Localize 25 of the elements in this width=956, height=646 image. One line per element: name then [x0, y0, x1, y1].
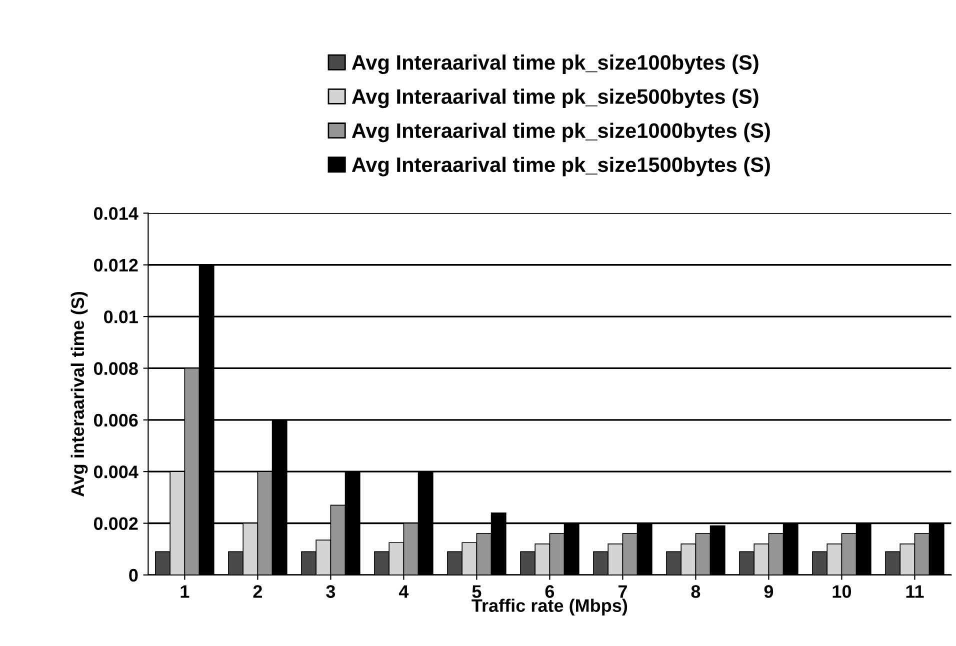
legend-label: Avg Interaarival time pk_size1000bytes (S)	[352, 122, 770, 142]
x-tick-label: 10	[832, 585, 852, 598]
x-axis-title: Traffic rate (Mbps)	[472, 598, 628, 616]
x-tick-label: 7	[618, 585, 627, 598]
y-axis-title: Avg interaarival time (S)	[70, 292, 88, 497]
legend-label: Avg Interaarival time pk_size500bytes (S)	[352, 88, 758, 108]
x-tick-label: 11	[906, 585, 924, 598]
legend-label: Avg Interaarival time pk_size1500bytes (S)	[352, 156, 770, 176]
y-tick-label: 0.004	[94, 466, 138, 478]
x-tick-label: 8	[691, 585, 700, 598]
y-tick-label: 0.01	[104, 310, 138, 324]
x-tick-label: 4	[398, 585, 409, 598]
y-tick-label: 0.012	[94, 258, 138, 272]
x-tick-label: 3	[326, 585, 336, 598]
x-tick-label: 6	[545, 585, 554, 598]
x-tick-label: 2	[253, 585, 262, 598]
y-tick-label: 0	[129, 568, 138, 582]
x-tick-label: 9	[764, 585, 774, 598]
legend-label: Avg Interaarival time pk_size100bytes (S)	[352, 54, 758, 74]
x-tick-label: 1	[180, 585, 190, 598]
y-tick-label: 0.006	[94, 414, 138, 427]
x-tick-label: 5	[472, 585, 482, 598]
y-tick-label: 0.008	[94, 362, 138, 375]
y-tick-label: 0.014	[94, 207, 138, 220]
y-tick-label: 0.002	[94, 517, 138, 530]
